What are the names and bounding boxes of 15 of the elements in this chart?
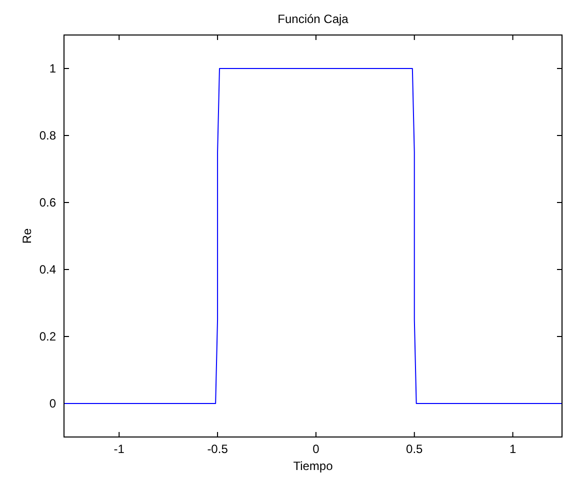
chart-title: Función Caja xyxy=(278,12,349,26)
x-tick-label: 1 xyxy=(509,442,516,456)
y-tick-label: 0 xyxy=(49,396,56,410)
x-tick-label: 0.5 xyxy=(406,442,424,456)
x-tick-label: -1 xyxy=(114,442,125,456)
x-tick-label: -0.5 xyxy=(207,442,228,456)
y-tick-label: 0.4 xyxy=(39,262,56,276)
x-axis-title: Tiempo xyxy=(293,459,334,473)
y-axis-title: Re xyxy=(20,228,34,244)
x-tick-label: 0 xyxy=(312,442,320,456)
y-tick-label: 1 xyxy=(49,62,56,76)
y-tick-label: 0.6 xyxy=(39,196,56,210)
y-tick-label: 0.2 xyxy=(39,330,56,344)
y-tick-label: 0.8 xyxy=(39,128,56,142)
line-series xyxy=(64,68,562,404)
